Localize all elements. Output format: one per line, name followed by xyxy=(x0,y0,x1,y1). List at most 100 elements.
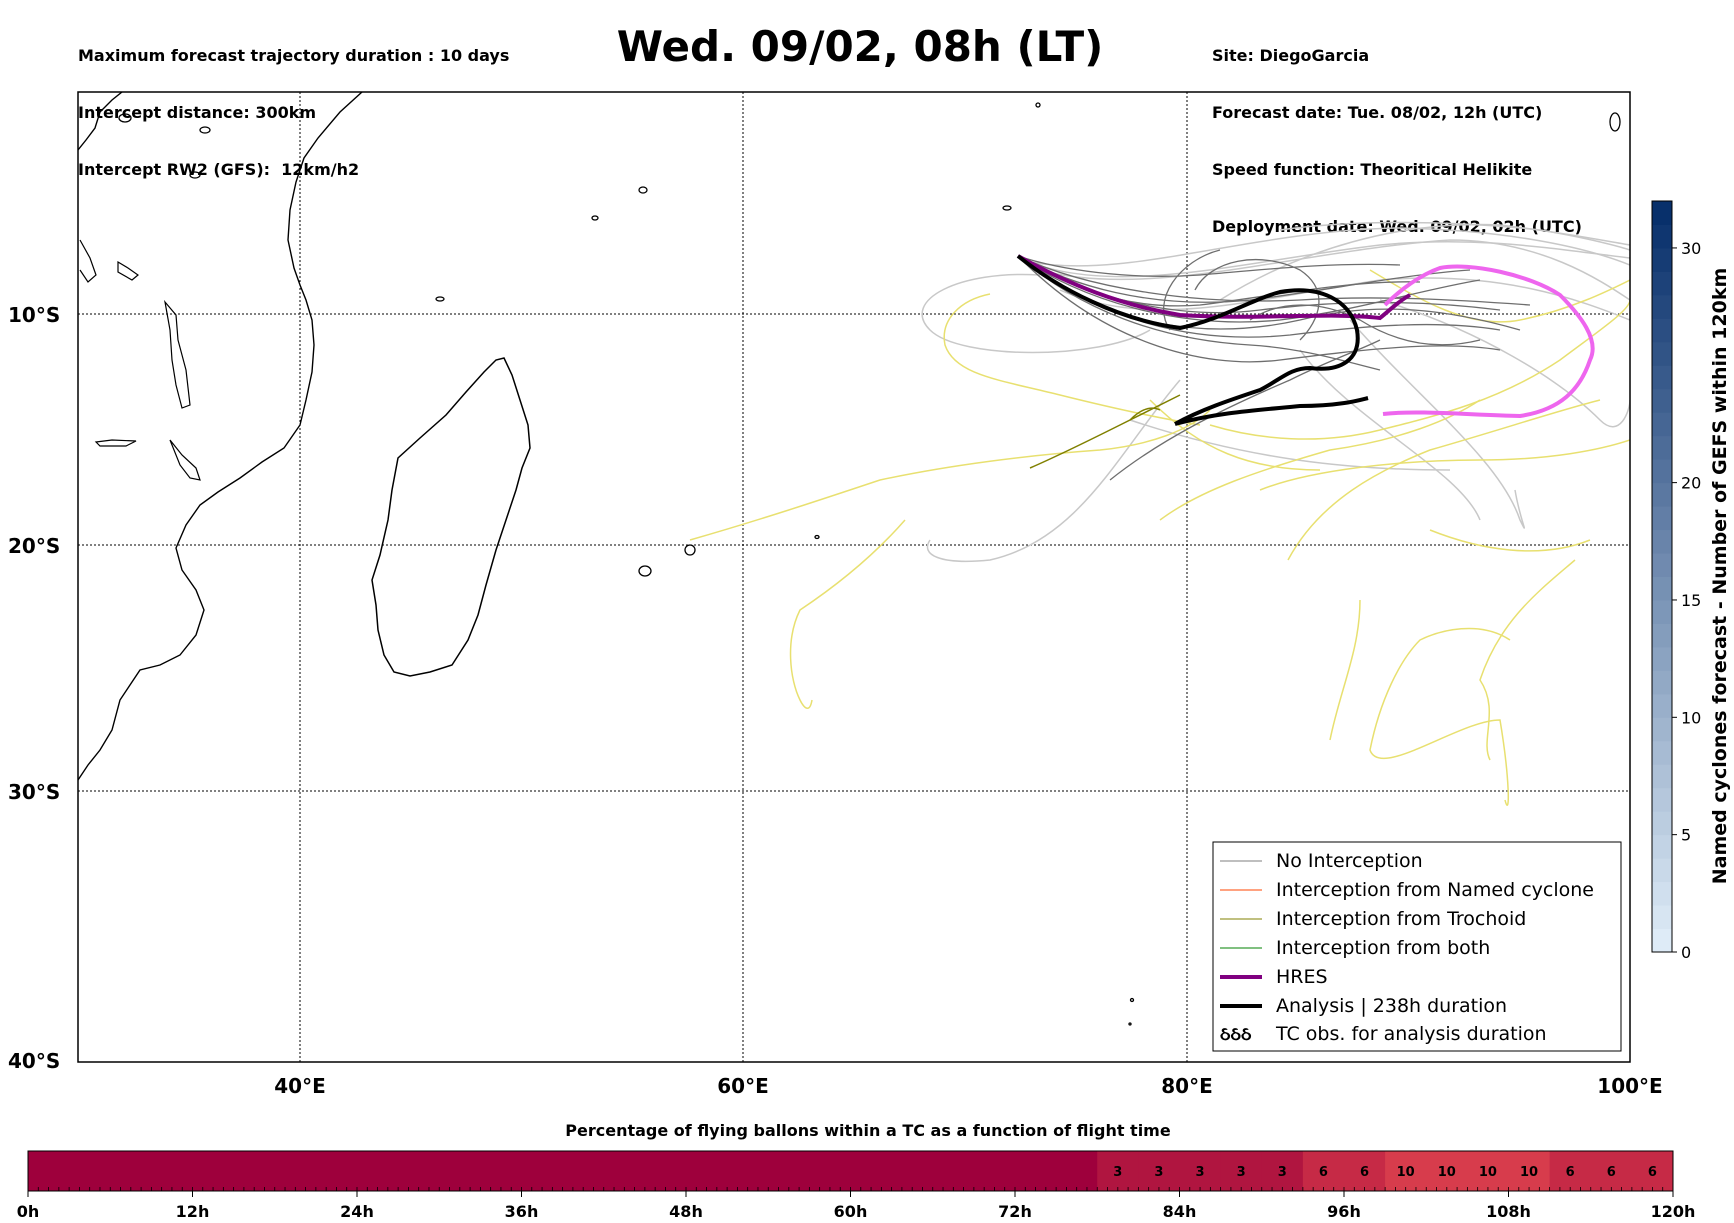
legend-label-4: HRES xyxy=(1276,966,1328,988)
page-title: Wed. 09/02, 08h (LT) xyxy=(616,22,1104,71)
right-colorbar-cell xyxy=(1652,294,1672,319)
right-colorbar-cell xyxy=(1652,905,1672,930)
header-line-site: Site: DiegoGarcia xyxy=(1212,46,1370,65)
map-frame xyxy=(77,91,1631,1063)
right-colorbar-cell xyxy=(1652,646,1672,671)
right-colorbar-tick-label: 0 xyxy=(1681,943,1691,962)
right-colorbar-cell xyxy=(1652,271,1672,296)
right-colorbar-cell xyxy=(1652,858,1672,883)
bottom-colorbar-cell-label: 3 xyxy=(1113,1165,1122,1180)
hres-trajectory xyxy=(1017,254,1411,321)
bottom-colorbar-cell-label: 3 xyxy=(1196,1165,1205,1180)
right-colorbar: 0 5 10 15 20 30 Named cyclones forecast - Num… xyxy=(1651,200,1731,962)
lat-label-20s: 20°S xyxy=(8,534,60,558)
bottom-colorbar-cell-label: 6 xyxy=(1607,1165,1616,1180)
lon-label-80e: 80°E xyxy=(1161,1074,1213,1098)
right-colorbar-cell xyxy=(1652,388,1672,413)
bottom-colorbar-time-label: 24h xyxy=(340,1202,374,1221)
bottom-colorbar-time-label: 96h xyxy=(1327,1202,1361,1221)
right-colorbar-cell xyxy=(1652,482,1672,507)
right-colorbar-cell xyxy=(1652,459,1672,484)
bottom-colorbar-time-label: 36h xyxy=(505,1202,539,1221)
bottom-colorbar-time-label: 72h xyxy=(998,1202,1032,1221)
bottom-colorbar-cell xyxy=(1220,1151,1263,1191)
bottom-colorbar-cell-label: 10 xyxy=(1479,1165,1497,1180)
lat-label-30s: 30°S xyxy=(8,780,60,804)
legend: No Interception Interception from Named c… xyxy=(1212,841,1622,1052)
right-colorbar-cell xyxy=(1652,693,1672,718)
bottom-colorbar: Percentage of flying ballons within a TC… xyxy=(17,1121,1696,1221)
bottom-colorbar-cell xyxy=(1179,1151,1222,1191)
right-colorbar-tick-label: 30 xyxy=(1681,239,1701,258)
right-colorbar-tick-label: 15 xyxy=(1681,591,1701,610)
bottom-colorbar-cell-label: 10 xyxy=(1520,1165,1538,1180)
bottom-colorbar-cell-label: 6 xyxy=(1319,1165,1328,1180)
header-info-right: Site: DiegoGarcia Forecast date: Tue. 08… xyxy=(1212,8,1582,255)
map-panel: 10°S 20°S 30°S 40°S 40°E 60°E 80°E 100°E… xyxy=(8,91,1663,1098)
bottom-colorbar-cell xyxy=(1590,1151,1633,1191)
right-colorbar-cell xyxy=(1652,787,1672,812)
right-colorbar-cell xyxy=(1652,529,1672,554)
header-line-forecast-date: Forecast date: Tue. 08/02, 12h (UTC) xyxy=(1212,103,1543,122)
bottom-colorbar-title: Percentage of flying ballons within a TC… xyxy=(565,1121,1171,1140)
bottom-colorbar-cell xyxy=(1631,1151,1674,1191)
bottom-colorbar-cell xyxy=(1426,1151,1468,1191)
right-colorbar-cell xyxy=(1652,717,1672,742)
right-colorbar-cell xyxy=(1652,506,1672,531)
right-colorbar-cell xyxy=(1652,341,1672,366)
header-info-left: Maximum forecast trajectory duration : 1… xyxy=(78,8,509,198)
bottom-colorbar-time-label: 84h xyxy=(1163,1202,1197,1221)
right-colorbar-tick-label: 5 xyxy=(1681,826,1691,845)
right-colorbar-tick-label: 10 xyxy=(1681,708,1701,727)
bottom-colorbar-time-label: 0h xyxy=(17,1202,40,1221)
right-colorbar-cell xyxy=(1652,599,1672,624)
right-colorbar-cell xyxy=(1652,224,1672,249)
header-line-duration: Maximum forecast trajectory duration : 1… xyxy=(78,46,510,65)
legend-label-3: Interception from both xyxy=(1276,937,1490,959)
right-colorbar-cell xyxy=(1652,670,1672,695)
right-colorbar-cell xyxy=(1652,740,1672,765)
african-lakes xyxy=(79,239,201,481)
right-colorbar-cell xyxy=(1652,881,1672,906)
madagascar-coastline xyxy=(371,357,531,677)
bottom-colorbar-time-label: 108h xyxy=(1486,1202,1531,1221)
bottom-colorbar-cell-label: 6 xyxy=(1566,1165,1575,1180)
bottom-colorbar-time-label: 60h xyxy=(834,1202,868,1221)
bottom-colorbar-cell-label: 6 xyxy=(1648,1165,1657,1180)
legend-label-1: Interception from Named cyclone xyxy=(1276,879,1594,901)
bottom-colorbar-time-label: 120h xyxy=(1651,1202,1696,1221)
bottom-colorbar-time-label: 12h xyxy=(176,1202,210,1221)
right-colorbar-cell xyxy=(1652,247,1672,272)
bottom-colorbar-cell-label: 3 xyxy=(1237,1165,1246,1180)
legend-label-5: Analysis | 238h duration xyxy=(1276,995,1507,1017)
header-line-intercept-rw2: Intercept RW2 (GFS): 12km/h2 xyxy=(78,160,360,179)
right-colorbar-cell xyxy=(1652,623,1672,648)
islands xyxy=(118,102,1621,1026)
right-colorbar-cell xyxy=(1652,435,1672,460)
bottom-colorbar-cell xyxy=(1261,1151,1304,1191)
bottom-colorbar-cell xyxy=(1467,1151,1509,1191)
bottom-colorbar-cell xyxy=(1508,1151,1551,1191)
bottom-colorbar-cell-label: 10 xyxy=(1397,1165,1415,1180)
header-line-intercept-distance: Intercept distance: 300km xyxy=(78,103,317,122)
bottom-colorbar-cell xyxy=(1138,1151,1180,1191)
trochoid-interception-track xyxy=(1029,394,1181,469)
right-colorbar-cell xyxy=(1652,576,1672,601)
graticule xyxy=(78,92,1630,1062)
africa-coastline xyxy=(78,92,363,781)
lon-label-40e: 40°E xyxy=(274,1074,326,1098)
right-colorbar-label: Named cyclones forecast - Number of GEFS… xyxy=(1709,268,1731,885)
legend-label-0: No Interception xyxy=(1276,850,1423,872)
right-colorbar-cell xyxy=(1652,318,1672,343)
light-grey-trajectories xyxy=(921,221,1630,563)
bottom-colorbar-cell xyxy=(1302,1151,1345,1191)
bottom-colorbar-cell-label: 3 xyxy=(1154,1165,1163,1180)
bottom-colorbar-cell xyxy=(1097,1151,1139,1191)
bottom-colorbar-cell-label: 6 xyxy=(1360,1165,1369,1180)
right-colorbar-cell xyxy=(1652,553,1672,577)
legend-tc-obs-symbol: ઠઠઠ xyxy=(1220,1024,1252,1045)
lon-label-60e: 60°E xyxy=(717,1074,769,1098)
lat-label-40s: 40°S xyxy=(8,1049,60,1073)
bottom-colorbar-cell-label: 10 xyxy=(1438,1165,1456,1180)
